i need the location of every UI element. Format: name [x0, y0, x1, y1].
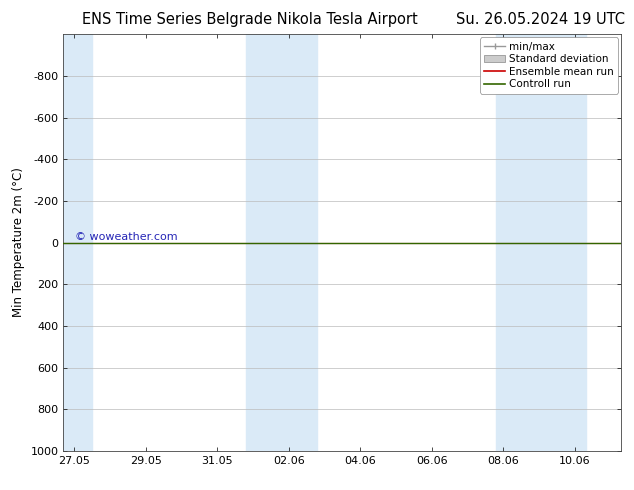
Legend: min/max, Standard deviation, Ensemble mean run, Controll run: min/max, Standard deviation, Ensemble me…	[480, 37, 618, 94]
Bar	[496, 34, 586, 451]
Text: © woweather.com: © woweather.com	[75, 232, 177, 243]
Text: Su. 26.05.2024 19 UTC: Su. 26.05.2024 19 UTC	[456, 12, 626, 27]
Bar	[246, 34, 318, 451]
Bar	[63, 34, 92, 451]
Text: ENS Time Series Belgrade Nikola Tesla Airport: ENS Time Series Belgrade Nikola Tesla Ai…	[82, 12, 418, 27]
Y-axis label: Min Temperature 2m (°C): Min Temperature 2m (°C)	[12, 168, 25, 318]
